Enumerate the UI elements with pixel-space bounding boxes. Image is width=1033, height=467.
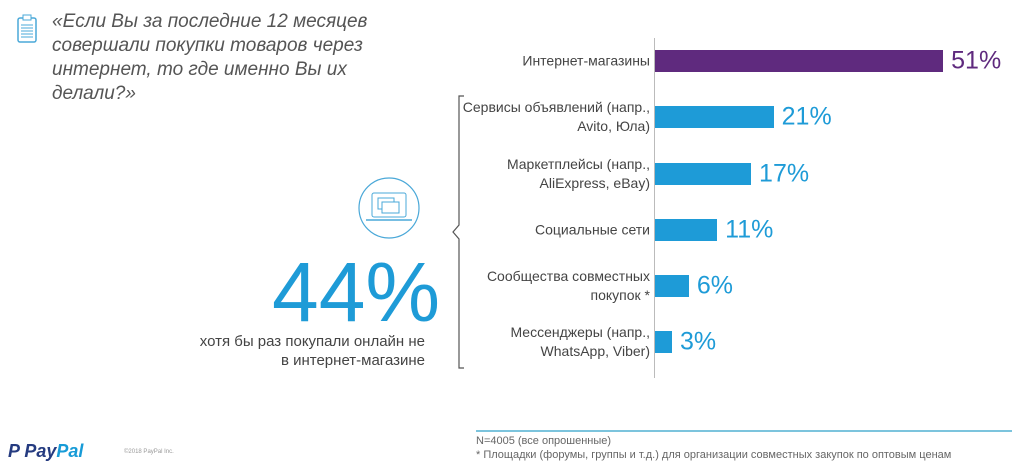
footer-divider <box>476 430 1012 432</box>
category-label: Сервисы объявлений (напр., Avito, Юла) <box>462 99 650 134</box>
category-label: Маркетплейсы (напр., AliExpress, eBay) <box>506 156 650 191</box>
value-label: 51% <box>951 46 1002 75</box>
bar <box>655 275 689 297</box>
value-label: 17% <box>759 159 810 188</box>
bar <box>655 106 774 128</box>
bar <box>655 219 718 241</box>
paypal-logo: P PayPal <box>8 441 84 461</box>
sample-size: N=4005 (все опрошенные) <box>476 435 612 447</box>
chart-axis <box>654 38 655 378</box>
highlight-value: 44% <box>272 245 441 339</box>
value-label: 3% <box>679 327 717 356</box>
bar <box>655 331 672 353</box>
category-label: Мессенджеры (напр., WhatsApp, Viber) <box>510 324 650 359</box>
highlight-text: хотя бы раз покупали онлайн не в интерне… <box>199 333 425 369</box>
footnote: * Площадки (форумы, группы и т.д.) для о… <box>476 449 952 461</box>
copyright: ©2018 PayPal Inc. <box>124 449 174 455</box>
survey-question: «Если Вы за последние 12 месяцев соверша… <box>52 11 368 104</box>
group-bracket <box>452 95 464 369</box>
laptop-cards-icon <box>358 177 420 239</box>
value-label: 21% <box>781 102 832 131</box>
category-label: Интернет-магазины <box>522 52 650 69</box>
category-label: Социальные сети <box>534 221 650 238</box>
clipboard-icon <box>17 14 37 43</box>
bar <box>655 50 944 72</box>
category-label: Сообщества совместных покупок * <box>486 268 650 303</box>
value-label: 6% <box>696 271 734 300</box>
value-label: 11% <box>725 215 774 244</box>
bar <box>655 163 752 185</box>
